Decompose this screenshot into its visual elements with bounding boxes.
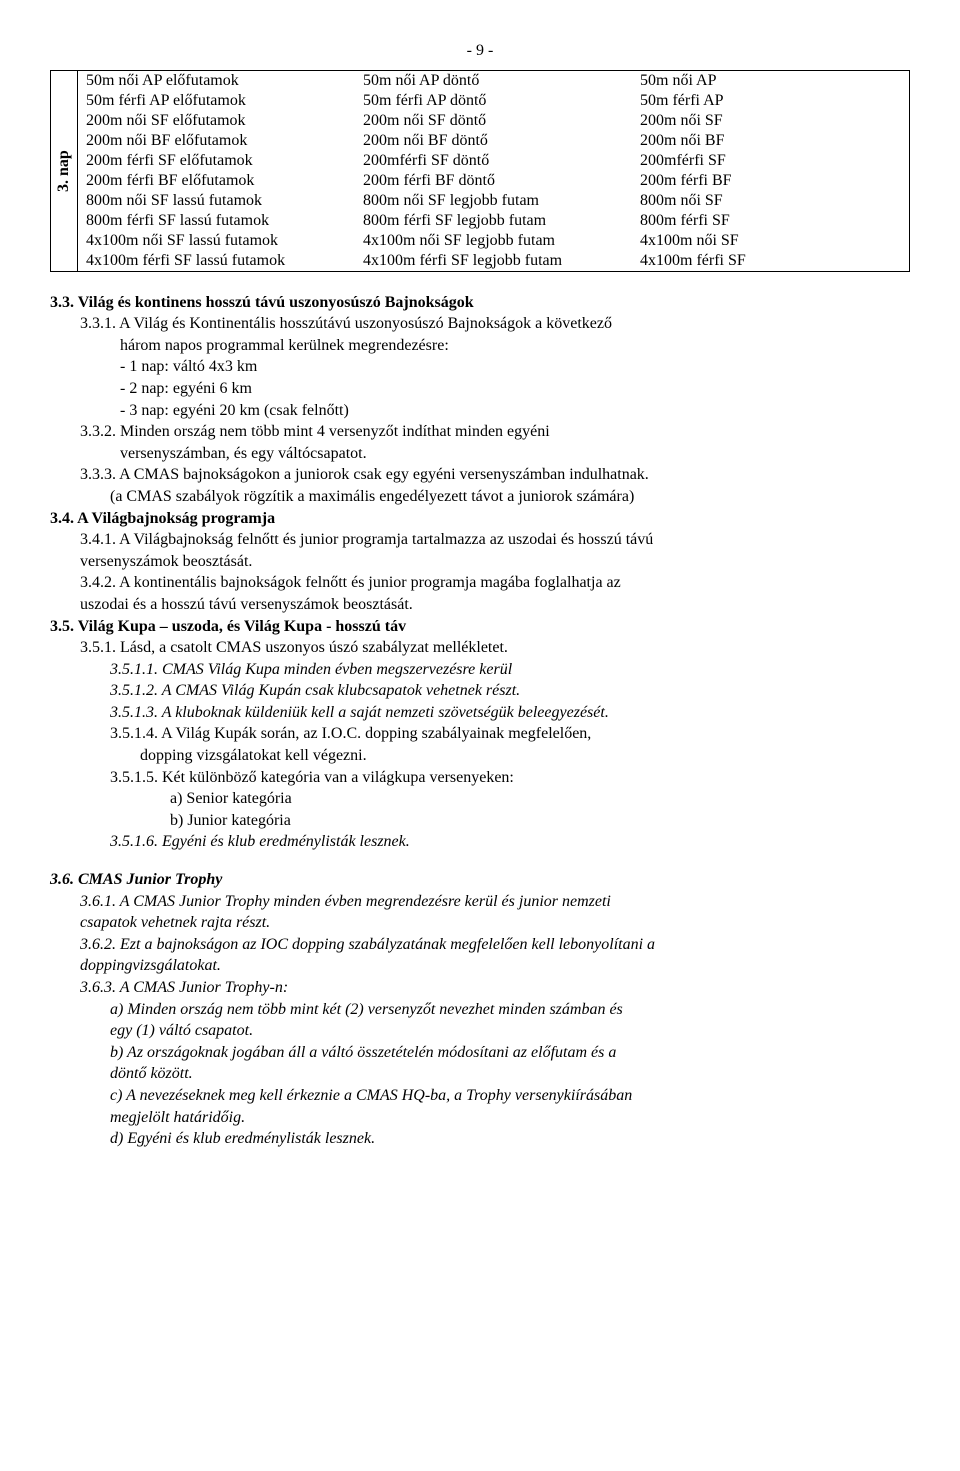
table-cell: 4x100m női SF	[632, 231, 909, 251]
table-cell: 4x100m női SF legjobb futam	[355, 231, 632, 251]
table-cell: 50m férfi AP döntő	[355, 91, 632, 111]
para: versenyszámban, és egy váltócsapatot.	[120, 443, 910, 465]
para: 3.3.3. A CMAS bajnokságokon a juniorok c…	[80, 464, 910, 486]
para: 3.4.2. A kontinentális bajnokságok felnő…	[80, 572, 910, 594]
list-item: a) Senior kategória	[170, 788, 910, 810]
table-cell: 200mférfi SF döntő	[355, 151, 632, 171]
table-cell: 4x100m női SF lassú futamok	[78, 231, 355, 251]
table-cell: 200m női SF előfutamok	[78, 111, 355, 131]
table-cell: 800m férfi SF	[632, 211, 909, 231]
table-cell: 50m női AP döntő	[355, 71, 632, 91]
heading-3-3: 3.3. Világ és kontinens hosszú távú uszo…	[50, 292, 910, 314]
day-label: 3. nap	[51, 71, 78, 271]
table-cell: 4x100m férfi SF lassú futamok	[78, 251, 355, 271]
heading-3-6: 3.6. CMAS Junior Trophy	[50, 869, 910, 891]
table-cell: 200m női BF döntő	[355, 131, 632, 151]
para: 3.5.1.2. A CMAS Világ Kupán csak klubcsa…	[110, 680, 910, 702]
table-cell: 200m férfi SF előfutamok	[78, 151, 355, 171]
para: 3.3.1. A Világ és Kontinentális hosszútá…	[80, 313, 910, 335]
para: három napos programmal kerülnek megrende…	[120, 335, 910, 357]
para: 3.5.1. Lásd, a csatolt CMAS uszonyos úsz…	[80, 637, 910, 659]
para: 3.6.2. Ezt a bajnokságon az IOC dopping …	[80, 934, 910, 956]
para: csapatok vehetnek rajta részt.	[80, 912, 910, 934]
table-cell: 800m női SF legjobb futam	[355, 191, 632, 211]
table-cell: 200m férfi BF döntő	[355, 171, 632, 191]
table-cell: 200m női SF döntő	[355, 111, 632, 131]
list-item: b) Junior kategória	[170, 810, 910, 832]
table-cell: 50m női AP	[632, 71, 909, 91]
page-number: - 9 -	[50, 40, 910, 62]
para: 3.5.1.3. A kluboknak küldeniük kell a sa…	[110, 702, 910, 724]
table-cell: 4x100m férfi SF	[632, 251, 909, 271]
para: 3.5.1.4. A Világ Kupák során, az I.O.C. …	[110, 723, 910, 745]
list-item: egy (1) váltó csapatot.	[110, 1020, 910, 1042]
body-text: 3.3. Világ és kontinens hosszú távú uszo…	[50, 292, 910, 1150]
list-item: b) Az országoknak jogában áll a váltó ös…	[110, 1042, 910, 1064]
list-item: - 1 nap: váltó 4x3 km	[120, 356, 910, 378]
para: uszodai és a hosszú távú versenyszámok b…	[80, 594, 910, 616]
para: (a CMAS szabályok rögzítik a maximális e…	[110, 486, 910, 508]
para: 3.5.1.1. CMAS Világ Kupa minden évben me…	[110, 659, 910, 681]
para: 3.5.1.6. Egyéni és klub eredménylisták l…	[110, 831, 910, 853]
list-item: - 3 nap: egyéni 20 km (csak felnőtt)	[120, 400, 910, 422]
heading-3-4: 3.4. A Világbajnokság programja	[50, 508, 910, 530]
table-cell: 800m férfi SF legjobb futam	[355, 211, 632, 231]
table-cell: 50m női AP előfutamok	[78, 71, 355, 91]
list-item: döntő között.	[110, 1063, 910, 1085]
table-cell: 50m férfi AP előfutamok	[78, 91, 355, 111]
table-cell: 200m férfi BF	[632, 171, 909, 191]
heading-3-5: 3.5. Világ Kupa – uszoda, és Világ Kupa …	[50, 616, 910, 638]
para: doppingvizsgálatokat.	[80, 955, 910, 977]
para: 3.5.1.5. Két különböző kategória van a v…	[110, 767, 910, 789]
list-item: a) Minden ország nem több mint két (2) v…	[110, 999, 910, 1021]
schedule-table: 3. nap 50m női AP előfutamok50m női AP d…	[50, 70, 910, 272]
table-cell: 800m női SF lassú futamok	[78, 191, 355, 211]
table-cell: 200m női BF előfutamok	[78, 131, 355, 151]
table-cell: 800m női SF	[632, 191, 909, 211]
table-cell: 50m férfi AP	[632, 91, 909, 111]
para: 3.6.1. A CMAS Junior Trophy minden évben…	[80, 891, 910, 913]
table-cell: 200m női SF	[632, 111, 909, 131]
list-item: - 2 nap: egyéni 6 km	[120, 378, 910, 400]
table-cell: 200m férfi BF előfutamok	[78, 171, 355, 191]
list-item: d) Egyéni és klub eredménylisták lesznek…	[110, 1128, 910, 1150]
para: versenyszámok beosztását.	[80, 551, 910, 573]
list-item: megjelölt határidőig.	[110, 1107, 910, 1129]
schedule-grid: 50m női AP előfutamok50m női AP döntő50m…	[78, 71, 909, 271]
para: 3.3.2. Minden ország nem több mint 4 ver…	[80, 421, 910, 443]
list-item: c) A nevezéseknek meg kell érkeznie a CM…	[110, 1085, 910, 1107]
para: 3.4.1. A Világbajnokság felnőtt és junio…	[80, 529, 910, 551]
table-cell: 200m női BF	[632, 131, 909, 151]
para: dopping vizsgálatokat kell végezni.	[140, 745, 910, 767]
para: 3.6.3. A CMAS Junior Trophy-n:	[80, 977, 910, 999]
table-cell: 4x100m férfi SF legjobb futam	[355, 251, 632, 271]
table-cell: 800m férfi SF lassú futamok	[78, 211, 355, 231]
table-cell: 200mférfi SF	[632, 151, 909, 171]
